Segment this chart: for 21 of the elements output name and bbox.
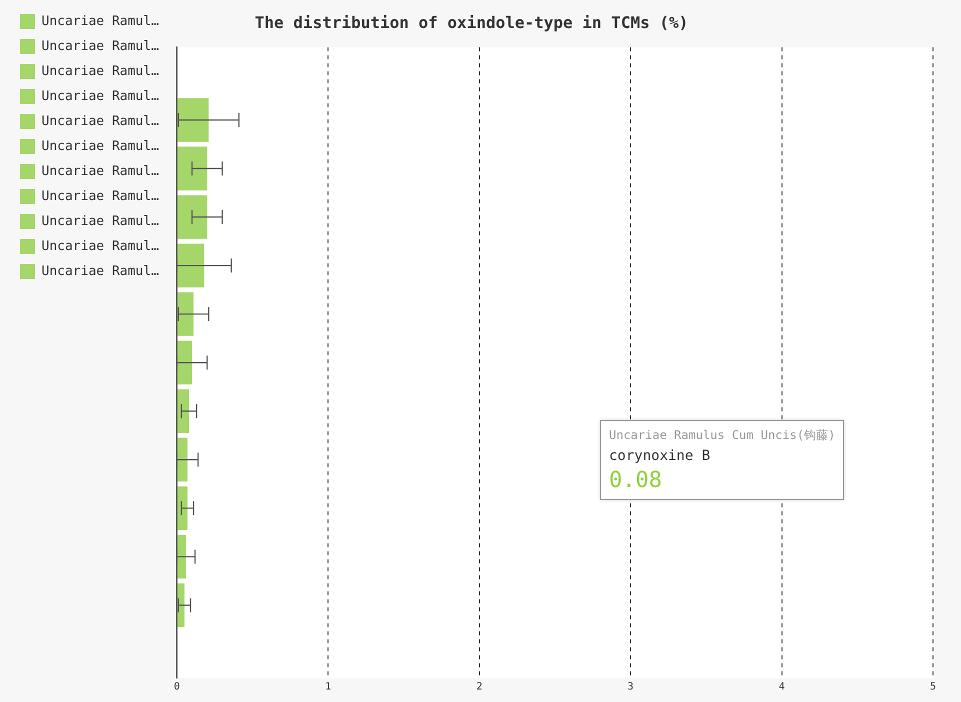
legend-label: Uncariae Ramul… (42, 188, 160, 204)
legend-label: Uncariae Ramul… (42, 214, 160, 229)
x-tick-label: 4 (778, 682, 785, 693)
legend-label: Uncariae Ramul… (42, 238, 160, 254)
x-tick-label: 1 (325, 682, 332, 693)
annotation: Uncariae Ramulus Cum Uncis(钩藤) (609, 427, 836, 444)
x-tick-label: 5 (930, 682, 936, 693)
chart-title: The distribution of oxindole-type in TCMs (%) (254, 12, 688, 32)
legend-label: Uncariae Ramul… (42, 264, 160, 279)
legend-label: Uncariae Ramul… (42, 38, 160, 54)
legend-label: Uncariae Ramul… (42, 88, 160, 104)
x-tick-label: 3 (628, 682, 634, 693)
annotation: 0.08 (609, 468, 663, 493)
legend-label: Uncariae Ramul… (42, 164, 160, 179)
legend-label: Uncariae Ramul… (42, 14, 160, 29)
x-tick-label: 0 (174, 682, 180, 693)
legend-label: Uncariae Ramul… (42, 64, 160, 79)
annotation: corynoxine B (609, 448, 712, 464)
legend-label: Uncariae Ramul… (42, 114, 160, 129)
x-tick-label: 2 (476, 682, 482, 693)
legend-label: Uncariae Ramul… (42, 138, 160, 154)
